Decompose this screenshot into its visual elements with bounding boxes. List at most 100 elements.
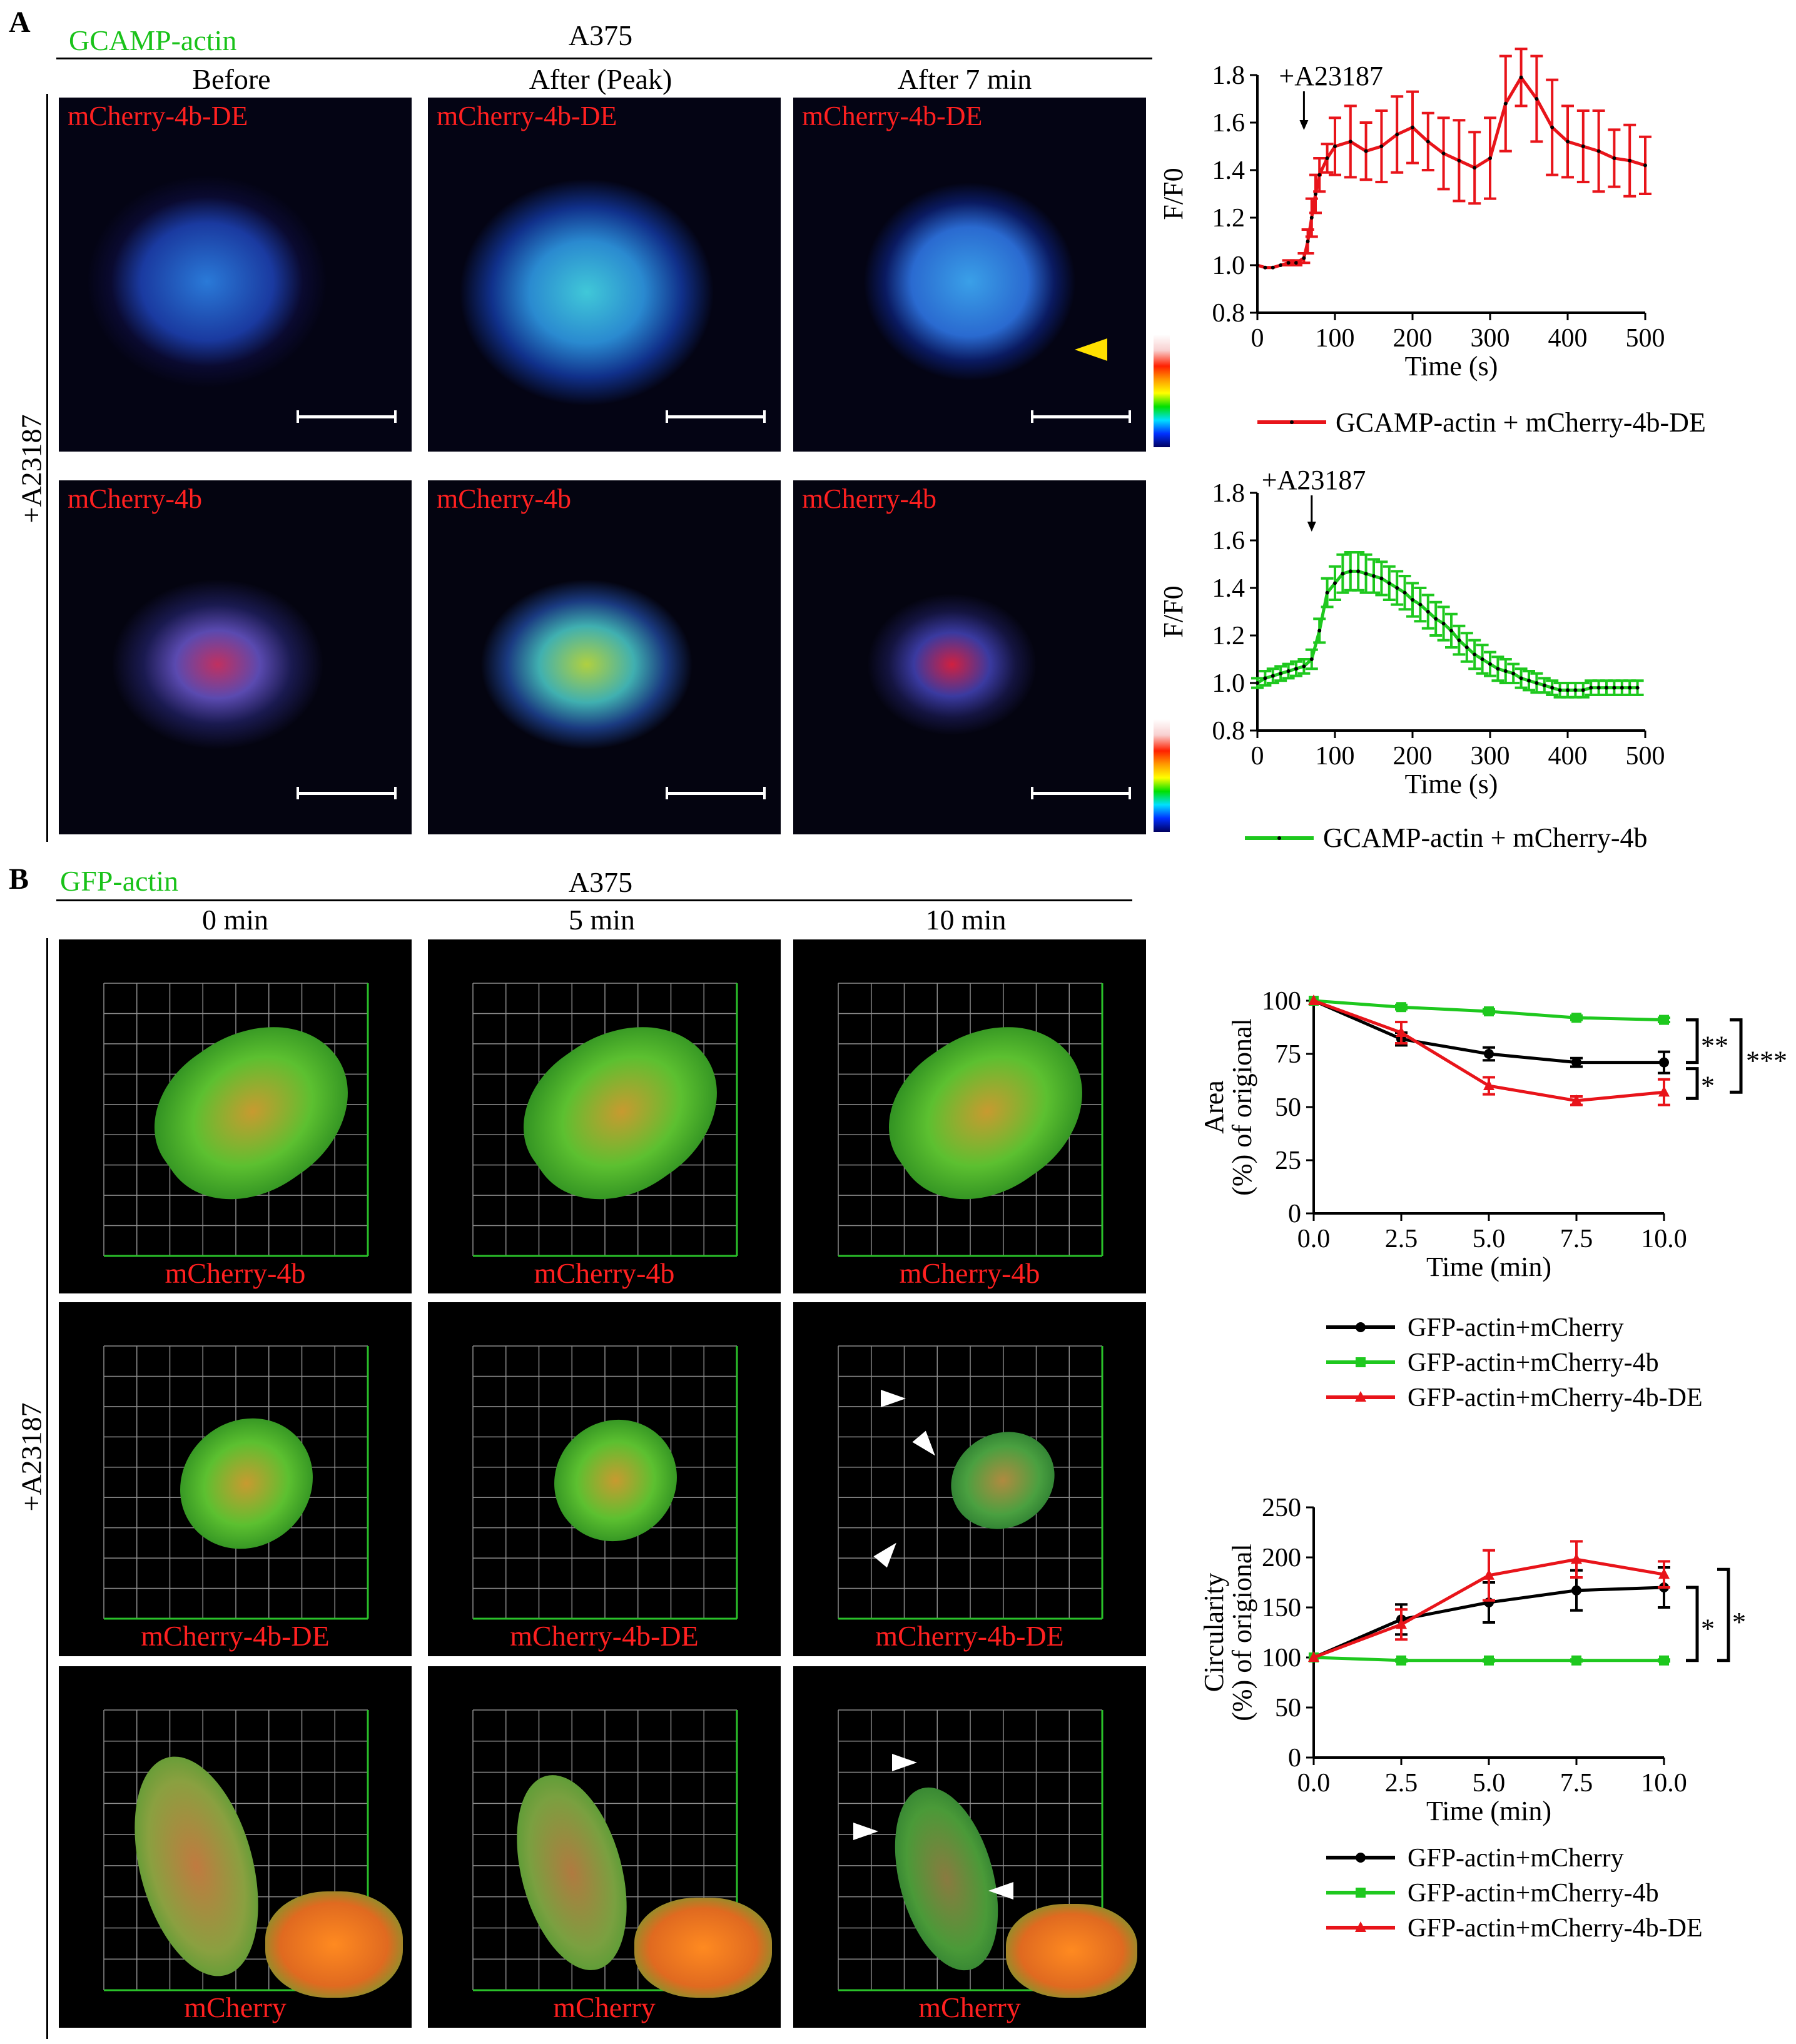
a1-colorbar (1154, 335, 1170, 447)
data-point (1333, 144, 1337, 148)
b1-0min-label: mCherry-4b (165, 1257, 306, 1289)
panel-a-header-rule (56, 58, 1152, 59)
data-point (1483, 1080, 1494, 1090)
data-point (1581, 688, 1585, 692)
data-point (1317, 629, 1322, 633)
annotation-arrowhead (1307, 522, 1316, 532)
data-point (1441, 151, 1446, 156)
data-point (1571, 1655, 1581, 1666)
x-tick-label: 400 (1548, 742, 1588, 771)
legend-marker (1290, 420, 1294, 424)
legend-label: GCAMP-actin + mCherry-4b (1323, 822, 1648, 853)
data-point (1596, 686, 1601, 690)
data-point (1271, 265, 1275, 270)
x-axis-label: Time (min) (1426, 1252, 1551, 1282)
legend-marker (1356, 1322, 1366, 1332)
x-tick-label: 100 (1316, 324, 1355, 353)
x-tick-label: 300 (1471, 742, 1510, 771)
a1-7min-label: mCherry-4b-DE (802, 101, 983, 131)
data-point (1473, 652, 1477, 657)
significance-bracket (1686, 1067, 1699, 1100)
b1-10min-label: mCherry-4b (899, 1257, 1040, 1289)
y-tick-label: 1.2 (1212, 622, 1246, 650)
data-point (1535, 97, 1539, 101)
data-point (1473, 166, 1477, 170)
data-point (1612, 686, 1616, 690)
data-point (1302, 664, 1306, 669)
data-point (1263, 676, 1267, 680)
x-tick-label: 5.0 (1473, 1769, 1506, 1798)
a2-peak-image: mCherry-4b (428, 480, 781, 834)
data-point (1348, 569, 1352, 574)
y-tick-label: 1.4 (1212, 574, 1246, 603)
y-tick-label: 25 (1275, 1146, 1301, 1175)
data-point (1308, 994, 1319, 1005)
x-tick-label: 100 (1316, 742, 1355, 771)
data-point (1527, 679, 1531, 683)
legend-marker (1356, 1888, 1366, 1898)
x-tick-label: 500 (1626, 742, 1665, 771)
panel-a-col-before: Before (192, 63, 271, 95)
significance-bracket (1686, 1018, 1699, 1065)
arrowhead-icon (892, 1754, 917, 1771)
y-axis-label-2: (%) of origional (1227, 1544, 1257, 1721)
cell-blob (265, 1891, 403, 1998)
b3-5min-image: mCherry (428, 1666, 781, 2028)
significance-label: * (1701, 1613, 1715, 1644)
data-point (1571, 1094, 1582, 1105)
panel-a-side-rule (46, 94, 48, 842)
x-tick-label: 7.5 (1560, 1769, 1593, 1798)
data-point (1503, 669, 1508, 673)
legend-label: GFP-actin+mCherry (1408, 1313, 1624, 1342)
data-point (1441, 622, 1446, 625)
a2-colorbar (1154, 719, 1170, 832)
y-tick-label: 50 (1275, 1694, 1301, 1723)
data-point (1484, 1049, 1494, 1059)
data-point (1434, 617, 1438, 621)
panel-b-side-rule (46, 938, 48, 2039)
data-point (1484, 1006, 1494, 1016)
y-tick-label: 50 (1275, 1093, 1301, 1122)
b3-5min-label: mCherry (553, 1991, 656, 2023)
panel-a-cell-line: A375 (568, 19, 633, 51)
data-point (1256, 681, 1259, 685)
data-point (1659, 1057, 1669, 1068)
legend-marker (1355, 1921, 1366, 1932)
y-tick-label: 200 (1262, 1544, 1301, 1572)
a2-before-image: mCherry-4b (59, 480, 412, 834)
data-point (1286, 261, 1291, 265)
arrowhead-icon (881, 1390, 906, 1407)
data-point (1387, 581, 1391, 585)
x-tick-label: 0.0 (1297, 1225, 1331, 1253)
y-tick-label: 0 (1288, 1744, 1301, 1773)
y-tick-label: 0.8 (1212, 717, 1246, 746)
y-tick-label: 100 (1262, 1644, 1301, 1672)
panel-a-probe-label: GCAMP-actin (69, 24, 237, 56)
panel-b-col-5: 5 min (568, 904, 636, 936)
panel-b-header-rule (56, 899, 1132, 901)
data-point (1635, 686, 1640, 690)
arrowhead-icon (853, 1823, 878, 1840)
x-tick-label: 0.0 (1297, 1769, 1331, 1798)
x-tick-label: 0 (1251, 742, 1264, 771)
x-tick-label: 5.0 (1473, 1225, 1506, 1253)
data-point (1571, 1013, 1581, 1023)
x-tick-label: 10.0 (1641, 1769, 1687, 1798)
panel-b-letter: B (9, 863, 29, 896)
data-point (1294, 667, 1298, 671)
data-point (1411, 598, 1414, 602)
x-tick-label: 10.0 (1641, 1225, 1687, 1253)
scale-bar (666, 787, 766, 799)
data-point (1395, 133, 1399, 136)
data-point (1279, 263, 1283, 267)
b2-10min-label: mCherry-4b-DE (875, 1620, 1064, 1652)
b2-0min-image: mCherry-4b-DE (59, 1302, 412, 1656)
data-point (1308, 1651, 1319, 1662)
data-point (1309, 216, 1314, 220)
data-point (1571, 1057, 1581, 1068)
data-point (1519, 75, 1523, 79)
data-point (1566, 688, 1570, 692)
arrowhead-icon (1075, 338, 1107, 361)
data-point (1535, 681, 1539, 685)
y-tick-label: 1.6 (1212, 527, 1246, 555)
